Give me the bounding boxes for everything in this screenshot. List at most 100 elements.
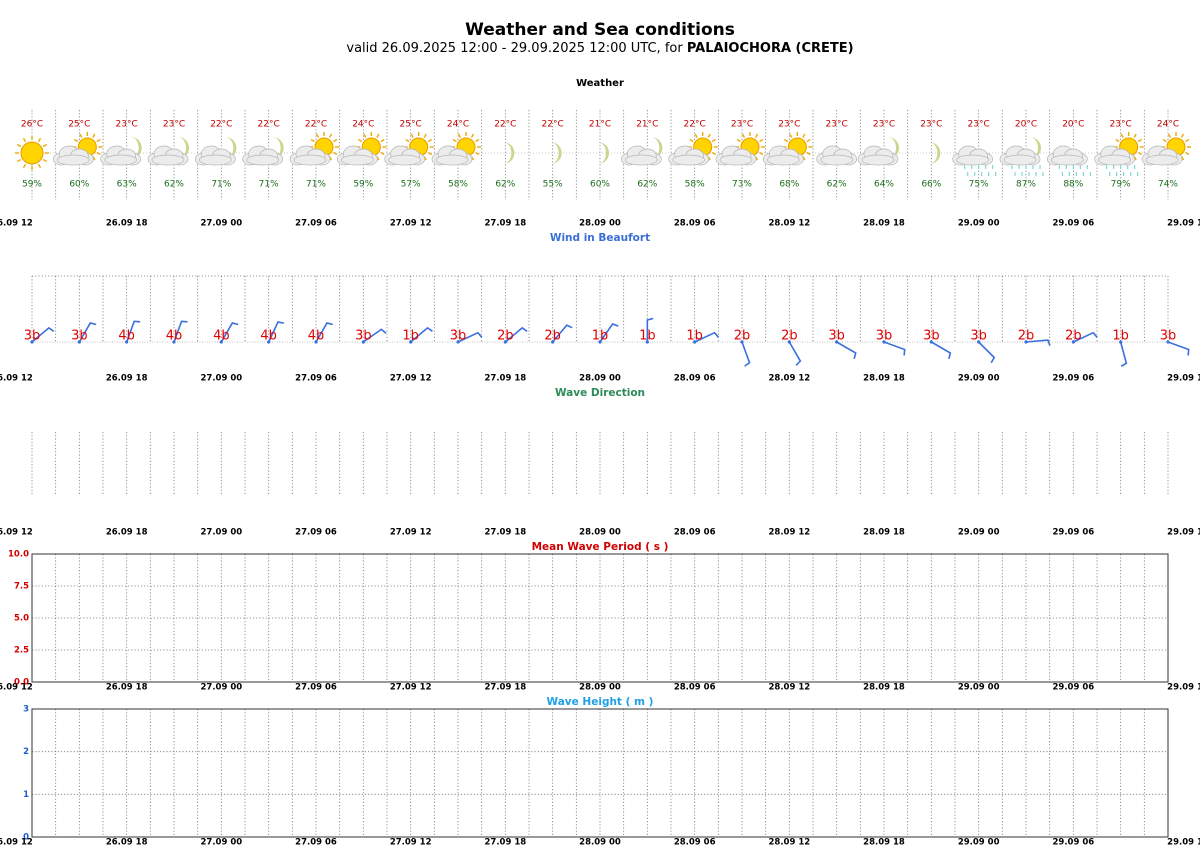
sun-ray (380, 138, 385, 143)
sun-ray (711, 151, 717, 156)
wind-station (693, 340, 697, 344)
beaufort-label: 1b (639, 329, 656, 344)
sun-ray (806, 138, 811, 143)
x-tick-label: 27.09 12 (390, 683, 432, 693)
weather-icon (668, 132, 718, 166)
wind-station (125, 340, 129, 344)
sun-ray (789, 133, 793, 138)
x-tick-label: 29.09 00 (958, 374, 1000, 384)
temperature-label: 26°C (21, 120, 43, 130)
weather-icon (15, 136, 49, 170)
sun-ray (475, 151, 480, 156)
temperature-label: 24°C (1157, 120, 1179, 130)
wind-barb (504, 326, 528, 343)
weather-icon (384, 132, 434, 166)
cloud-part (766, 154, 800, 166)
sun-ray (1162, 138, 1167, 143)
wind-station (77, 340, 81, 344)
y-tick-label: 1 (23, 790, 29, 800)
cloud-part (246, 154, 280, 166)
wind-barb (1167, 341, 1190, 356)
x-tick-label: 27.09 18 (484, 683, 526, 693)
sun-ray (79, 133, 83, 138)
moon (225, 137, 237, 159)
x-tick-label: 26.09 12 (0, 683, 33, 693)
humidity-label: 87% (1016, 180, 1036, 190)
sun-ray (333, 151, 338, 156)
sun-ray (1167, 133, 1172, 138)
weather-icon (715, 132, 765, 166)
x-tick-label: 28.09 00 (579, 528, 621, 538)
wind-barb (930, 341, 952, 360)
cloud-part (719, 154, 753, 166)
wind-barb (220, 322, 239, 343)
x-tick-label: 28.09 06 (674, 219, 716, 229)
beaufort-label: 3b (828, 329, 845, 344)
x-tick-label: 29.09 12 (1167, 374, 1200, 384)
x-tick-label: 28.09 06 (674, 838, 716, 848)
x-tick-label: 27.09 18 (484, 219, 526, 229)
cloud-part (1003, 154, 1037, 166)
x-tick-label: 28.09 18 (863, 219, 905, 229)
weather-icon (289, 132, 339, 166)
sun-ray (470, 133, 475, 138)
humidity-label: 58% (685, 180, 705, 190)
weather-icon (762, 132, 813, 166)
temperature-label: 24°C (447, 120, 469, 130)
x-tick-label: 28.09 12 (768, 528, 810, 538)
moon (888, 137, 899, 159)
x-tick-label: 29.09 06 (1052, 374, 1094, 384)
x-tick-label: 26.09 18 (106, 219, 148, 229)
x-tick-label: 27.09 12 (390, 219, 432, 229)
beaufort-label: 3b (923, 329, 940, 344)
x-tick-label: 26.09 12 (0, 528, 33, 538)
location: PALAIOCHORA (CRETE) (687, 41, 854, 56)
x-tick-label: 28.09 12 (768, 838, 810, 848)
y-tick-label: 5.0 (14, 614, 29, 624)
humidity-label: 62% (164, 180, 184, 190)
humidity-label: 58% (448, 180, 468, 190)
x-tick-label: 28.09 18 (863, 683, 905, 693)
beaufort-label: 2b (781, 329, 798, 344)
weather-icon (929, 142, 941, 164)
moon (550, 142, 562, 164)
x-tick-label: 29.09 00 (958, 838, 1000, 848)
x-tick-label: 29.09 06 (1052, 528, 1094, 538)
wind-station (1071, 340, 1075, 344)
beaufort-label: 3b (24, 329, 41, 344)
x-tick-label: 28.09 06 (674, 528, 716, 538)
sun-ray (427, 138, 433, 143)
sun-ray (16, 158, 22, 163)
wind-barb (978, 341, 996, 364)
beaufort-label: 1b (402, 329, 419, 344)
sun-ray (1115, 138, 1120, 143)
weather-icon (1046, 145, 1091, 176)
beaufort-label: 3b (71, 329, 88, 344)
x-tick-label: 29.09 06 (1052, 219, 1094, 229)
sun-ray (754, 133, 759, 138)
cloud-part (293, 154, 327, 166)
humidity-label: 75% (969, 180, 989, 190)
wind-barb (883, 341, 906, 356)
moon (598, 142, 609, 164)
sun-ray (42, 158, 48, 163)
temperature-label: 22°C (542, 120, 564, 130)
panel-title: Wind in Beaufort (550, 232, 650, 244)
sun-ray (333, 138, 338, 143)
weather-icon (147, 137, 189, 166)
x-tick-label: 27.09 06 (295, 374, 337, 384)
cloud-part (1145, 154, 1179, 166)
temperature-label: 23°C (116, 120, 138, 130)
temperature-label: 25°C (68, 120, 90, 130)
wind-barb (362, 328, 387, 343)
moon (929, 142, 941, 164)
temperature-label: 24°C (352, 120, 374, 130)
temperature-label: 23°C (968, 120, 990, 130)
cloud-part (820, 154, 854, 166)
x-tick-label: 28.09 00 (579, 838, 621, 848)
cloud-part (198, 154, 232, 166)
x-tick-label: 27.09 18 (484, 528, 526, 538)
temperature-label: 20°C (1062, 120, 1084, 130)
